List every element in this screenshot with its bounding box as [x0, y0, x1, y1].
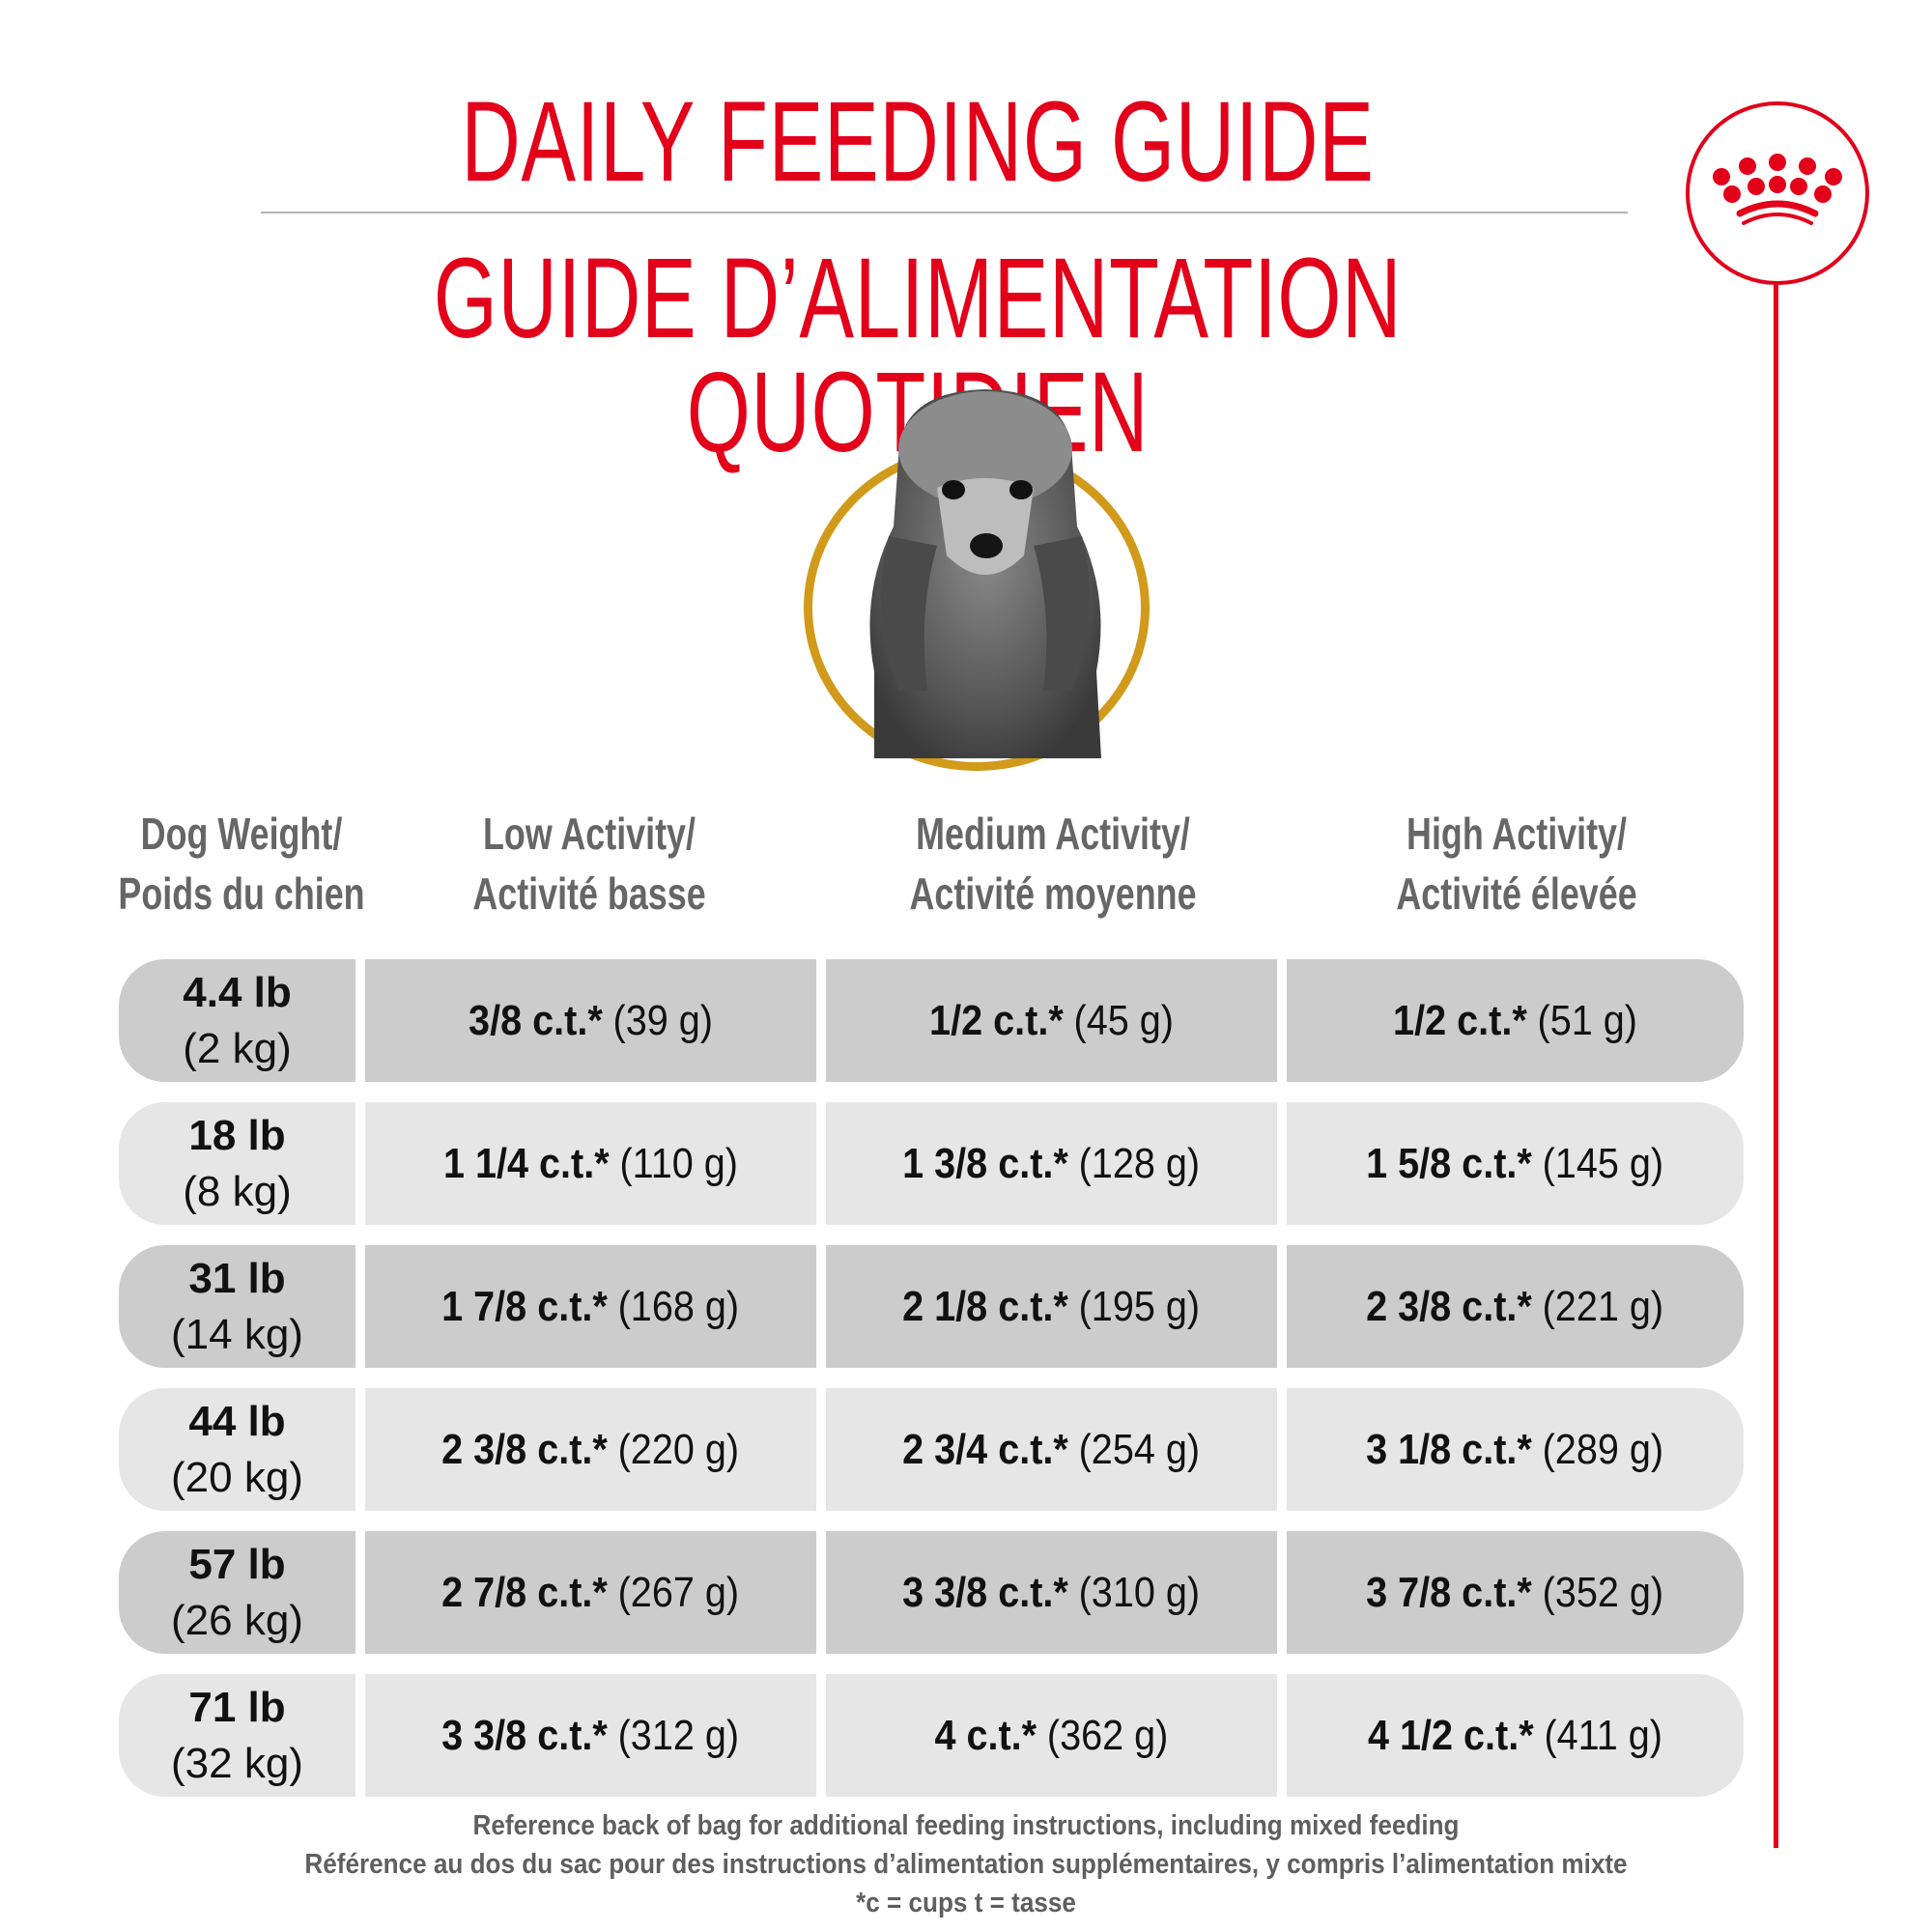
poodle-photo — [869, 389, 1101, 758]
footer-note-french: Référence au dos du sac pour des instruc… — [304, 1849, 1628, 1880]
cell-high: 3 7/8 c.t.* (352 g) — [1287, 1531, 1744, 1654]
cell-high: 3 1/8 c.t.* (289 g) — [1287, 1388, 1744, 1511]
cell-medium: 3 3/8 c.t.* (310 g) — [826, 1531, 1277, 1654]
amount-cups: 1 5/8 c.t.* — [1366, 1139, 1533, 1187]
amount-grams: (220 g) — [618, 1425, 740, 1473]
amount-grams: (128 g) — [1079, 1139, 1201, 1187]
crown-icon — [1713, 154, 1842, 225]
amount-cups: 3 7/8 c.t.* — [1366, 1568, 1533, 1616]
amount-grams: (289 g) — [1543, 1425, 1664, 1473]
amount-grams: (45 g) — [1073, 996, 1174, 1044]
amount-grams: (221 g) — [1543, 1282, 1664, 1330]
cell-medium: 1 3/8 c.t.* (128 g) — [826, 1102, 1277, 1225]
amount-cups: 4 c.t.* — [934, 1711, 1037, 1759]
amount-cups: 3/8 c.t.* — [469, 996, 603, 1044]
cell-dog-weight: 71 lb (32 kg) — [119, 1674, 355, 1797]
weight-kg: (20 kg) — [171, 1453, 303, 1501]
table-row: 18 lb (8 kg) 1 1/4 c.t.* (110 g) 1 3/8 c… — [119, 1102, 1744, 1225]
cell-dog-weight: 44 lb (20 kg) — [119, 1388, 355, 1511]
table-row: 31 lb (14 kg) 1 7/8 c.t.* (168 g) 2 1/8 … — [119, 1245, 1744, 1368]
amount-grams: (168 g) — [618, 1282, 740, 1330]
cell-dog-weight: 31 lb (14 kg) — [119, 1245, 355, 1368]
header-high-activity: High Activity/ Activité élevée — [1396, 809, 1637, 919]
amount-cups: 4 1/2 c.t.* — [1367, 1711, 1534, 1759]
weight-lb: 31 lb — [188, 1254, 286, 1302]
table-row: 4.4 lb (2 kg) 3/8 c.t.* (39 g) 1/2 c.t.*… — [119, 959, 1744, 1082]
amount-cups: 3 3/8 c.t.* — [441, 1711, 609, 1759]
cell-dog-weight: 18 lb (8 kg) — [119, 1102, 355, 1225]
cell-medium: 2 3/4 c.t.* (254 g) — [826, 1388, 1277, 1511]
amount-grams: (39 g) — [612, 996, 713, 1044]
cell-high: 1/2 c.t.* (51 g) — [1287, 959, 1744, 1082]
amount-cups: 2 3/8 c.t.* — [1366, 1282, 1533, 1330]
weight-kg: (26 kg) — [171, 1596, 303, 1644]
weight-lb: 57 lb — [188, 1540, 286, 1588]
header-dog-weight: Dog Weight/ Poids du chien — [118, 809, 365, 919]
brand-logo — [1686, 101, 1869, 285]
weight-kg: (8 kg) — [183, 1167, 292, 1215]
amount-cups: 1/2 c.t.* — [1393, 996, 1527, 1044]
amount-cups: 1 7/8 c.t.* — [441, 1282, 609, 1330]
amount-grams: (411 g) — [1544, 1711, 1663, 1759]
footer-note-english: Reference back of bag for additional fee… — [472, 1810, 1460, 1841]
header-medium-activity: Medium Activity/ Activité moyenne — [909, 809, 1197, 919]
cell-high: 1 5/8 c.t.* (145 g) — [1287, 1102, 1744, 1225]
amount-grams: (51 g) — [1537, 996, 1637, 1044]
cell-low: 3/8 c.t.* (39 g) — [365, 959, 816, 1082]
amount-cups: 2 1/8 c.t.* — [902, 1282, 1069, 1330]
amount-grams: (267 g) — [618, 1568, 740, 1616]
cell-medium: 4 c.t.* (362 g) — [826, 1674, 1277, 1797]
amount-grams: (254 g) — [1079, 1425, 1201, 1473]
amount-cups: 1/2 c.t.* — [929, 996, 1064, 1044]
amount-cups: 1 1/4 c.t.* — [442, 1139, 610, 1187]
amount-cups: 3 3/8 c.t.* — [902, 1568, 1069, 1616]
cell-low: 3 3/8 c.t.* (312 g) — [365, 1674, 816, 1797]
cell-high: 2 3/8 c.t.* (221 g) — [1287, 1245, 1744, 1368]
weight-kg: (14 kg) — [171, 1310, 303, 1358]
cell-medium: 1/2 c.t.* (45 g) — [826, 959, 1277, 1082]
table-row: 71 lb (32 kg) 3 3/8 c.t.* (312 g) 4 c.t.… — [119, 1674, 1744, 1797]
amount-grams: (110 g) — [619, 1139, 739, 1187]
brand-vertical-line — [1774, 283, 1778, 1848]
amount-cups: 2 3/8 c.t.* — [441, 1425, 609, 1473]
cell-low: 2 7/8 c.t.* (267 g) — [365, 1531, 816, 1654]
weight-lb: 44 lb — [188, 1397, 286, 1445]
table-row: 57 lb (26 kg) 2 7/8 c.t.* (267 g) 3 3/8 … — [119, 1531, 1744, 1654]
amount-cups: 2 7/8 c.t.* — [441, 1568, 609, 1616]
cell-dog-weight: 57 lb (26 kg) — [119, 1531, 355, 1654]
amount-cups: 3 1/8 c.t.* — [1366, 1425, 1533, 1473]
table-row: 44 lb (20 kg) 2 3/8 c.t.* (220 g) 2 3/4 … — [119, 1388, 1744, 1511]
amount-grams: (195 g) — [1079, 1282, 1201, 1330]
title-divider — [261, 212, 1628, 213]
amount-grams: (310 g) — [1079, 1568, 1201, 1616]
cell-high: 4 1/2 c.t.* (411 g) — [1287, 1674, 1744, 1797]
amount-grams: (362 g) — [1046, 1711, 1169, 1759]
cell-low: 1 7/8 c.t.* (168 g) — [365, 1245, 816, 1368]
weight-lb: 71 lb — [188, 1683, 286, 1731]
amount-cups: 2 3/4 c.t.* — [902, 1425, 1069, 1473]
title-english: DAILY FEEDING GUIDE — [461, 78, 1375, 206]
amount-grams: (312 g) — [618, 1711, 740, 1759]
amount-grams: (145 g) — [1543, 1139, 1664, 1187]
cell-low: 1 1/4 c.t.* (110 g) — [365, 1102, 816, 1225]
weight-lb: 4.4 lb — [183, 968, 292, 1016]
cell-low: 2 3/8 c.t.* (220 g) — [365, 1388, 816, 1511]
cell-dog-weight: 4.4 lb (2 kg) — [119, 959, 355, 1082]
amount-cups: 1 3/8 c.t.* — [902, 1139, 1069, 1187]
header-low-activity: Low Activity/ Activité basse — [472, 809, 706, 919]
cell-medium: 2 1/8 c.t.* (195 g) — [826, 1245, 1277, 1368]
weight-kg: (2 kg) — [183, 1024, 292, 1072]
footer-legend: *c = cups t = tasse — [856, 1888, 1076, 1918]
weight-kg: (32 kg) — [171, 1739, 303, 1787]
weight-lb: 18 lb — [188, 1111, 286, 1159]
amount-grams: (352 g) — [1543, 1568, 1664, 1616]
